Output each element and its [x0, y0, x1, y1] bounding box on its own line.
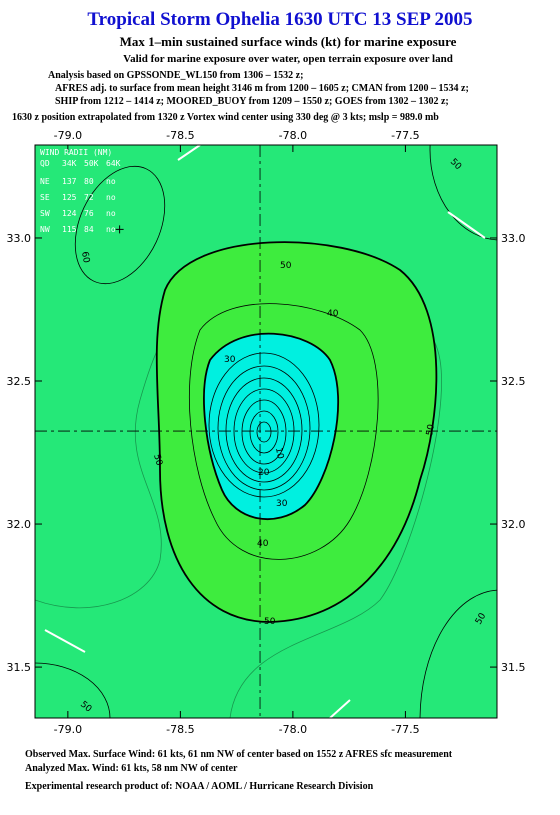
credit: Experimental research product of: NOAA /… — [25, 781, 374, 792]
x-tick-label: -78.0 — [279, 723, 307, 736]
wind-radii-cell: 115 — [62, 225, 77, 234]
wind-radii-cell: SW — [40, 209, 50, 218]
analysis-line: Analysis based on GPSSONDE_WL150 from 13… — [48, 70, 303, 81]
wind-field — [35, 145, 497, 718]
wind-radii-cell: NE — [40, 177, 50, 186]
wind-radii-cell: 76 — [84, 209, 94, 218]
x-tick-label: -78.0 — [279, 129, 307, 142]
x-tick-label: -78.5 — [166, 129, 194, 142]
contour-label: 40 — [327, 309, 339, 319]
subtitle: Max 1–min sustained surface winds (kt) f… — [120, 34, 457, 49]
wind-radii-header: 64K — [106, 159, 121, 168]
contour-label: 10 — [273, 447, 285, 460]
wind-radii-cell: NW — [40, 225, 50, 234]
y-tick-label: 33.0 — [501, 232, 526, 245]
wind-radii-cell: 80 — [84, 177, 94, 186]
contour-label: 20 — [258, 468, 270, 478]
y-tick-label: 32.5 — [501, 375, 526, 388]
x-tick-label: -77.5 — [391, 129, 419, 142]
wind-arrows — [44, 145, 486, 718]
y-tick-label: 32.0 — [7, 518, 32, 531]
wind-radii-cell: 124 — [62, 209, 77, 218]
plot-frame — [34, 144, 498, 719]
wind-radii-cell: no — [106, 225, 116, 234]
contour-label: 50 — [151, 453, 164, 467]
y-tick-label: 32.0 — [501, 518, 526, 531]
analyzed-max: Analyzed Max. Wind: 61 kts, 58 nm NW of … — [25, 763, 238, 774]
y-tick-label: 31.5 — [7, 661, 32, 674]
wind-radii-cell: 84 — [84, 225, 94, 234]
wind-radii-cell: no — [106, 193, 116, 202]
analysis-line: AFRES adj. to surface from mean height 3… — [55, 83, 469, 94]
wind-radii-cell: no — [106, 177, 116, 186]
wind-radii-header: 50K — [84, 159, 99, 168]
contour-label: 50 — [425, 423, 437, 436]
x-tick-label: -77.5 — [391, 723, 419, 736]
axes: -79.0 -79.0 -78.5 -78.5 -78.0 -78.0 -77.5 -77.5… — [7, 129, 526, 736]
wind-radii-header: QD — [40, 159, 50, 168]
wind-radii-cell: no — [106, 209, 116, 218]
x-tick-label: -78.5 — [166, 723, 194, 736]
valid-note: Valid for marine exposure over water, op… — [123, 53, 453, 65]
contour-label: 60 — [79, 251, 91, 264]
wind-radii-cell: 72 — [84, 193, 94, 202]
title: Tropical Storm Ophelia 1630 UTC 13 SEP 2… — [87, 9, 472, 30]
wind-radii-cell: 125 — [62, 193, 77, 202]
y-tick-label: 33.0 — [7, 232, 32, 245]
max-wind-marker — [115, 225, 124, 234]
contour-label: 30 — [224, 355, 236, 365]
contour-label: 50 — [280, 261, 292, 271]
analysis-line: SHIP from 1212 – 1414 z; MOORED_BUOY fro… — [55, 96, 449, 107]
y-tick-label: 31.5 — [501, 661, 526, 674]
wind-radii-title: WIND RADII (NM) — [40, 148, 112, 157]
contour-label: 30 — [276, 499, 288, 509]
contour-label: 40 — [257, 539, 269, 549]
observed-max: Observed Max. Surface Wind: 61 kts, 61 n… — [25, 749, 453, 760]
analysis-line: 1630 z position extrapolated from 1320 z… — [12, 112, 439, 123]
wind-radii-cell: SE — [40, 193, 50, 202]
wind-radii-header: 34K — [62, 159, 77, 168]
wind-radii-cell: 137 — [62, 177, 77, 186]
x-tick-label: -79.0 — [54, 723, 82, 736]
x-tick-label: -79.0 — [54, 129, 82, 142]
contour-label: 50 — [264, 617, 276, 627]
y-tick-label: 32.5 — [7, 375, 32, 388]
